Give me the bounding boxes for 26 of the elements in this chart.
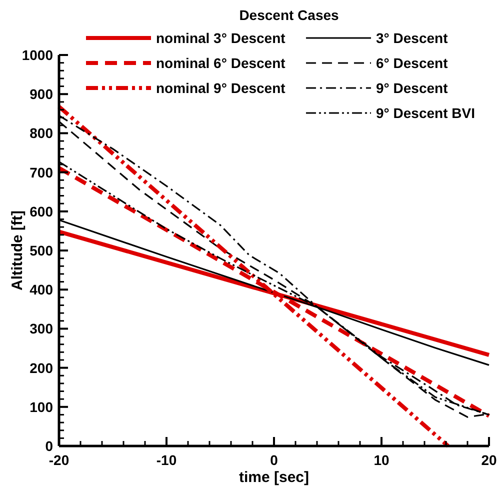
y-tick-label: 700 bbox=[30, 164, 54, 180]
y-tick-label: 600 bbox=[30, 203, 54, 220]
y-axis-title: Altitude [ft] bbox=[9, 210, 26, 290]
y-tick-label: 200 bbox=[30, 360, 54, 376]
x-axis-title: time [sec] bbox=[238, 469, 310, 486]
y-tick-label: 800 bbox=[30, 125, 54, 142]
y-tick-label: 900 bbox=[30, 86, 54, 102]
x-tick-label: 20 bbox=[481, 452, 497, 468]
legend-label: nominal 6° Descent bbox=[156, 55, 286, 71]
legend-label: 6° Descent bbox=[376, 55, 448, 71]
legend-label: nominal 3° Descent bbox=[156, 30, 286, 46]
y-tick-label: 100 bbox=[30, 398, 54, 415]
legend-label: 3° Descent bbox=[376, 30, 448, 46]
y-tick-label: 500 bbox=[30, 242, 54, 258]
x-tick-label: -20 bbox=[48, 452, 70, 468]
y-tick-label: 0 bbox=[45, 438, 54, 454]
legend-title: Descent Cases bbox=[239, 7, 340, 23]
legend-label: 9° Descent bbox=[376, 80, 448, 96]
x-tick-label: 0 bbox=[270, 452, 278, 468]
y-tick-label: 400 bbox=[30, 282, 54, 298]
x-tick-label: -10 bbox=[156, 452, 177, 468]
y-tick-label: 1000 bbox=[22, 47, 54, 63]
y-tick-label: 300 bbox=[30, 320, 54, 337]
legend-label: 9° Descent BVI bbox=[376, 105, 475, 121]
legend-label: nominal 9° Descent bbox=[156, 80, 286, 96]
x-tick-label: 10 bbox=[374, 452, 390, 468]
